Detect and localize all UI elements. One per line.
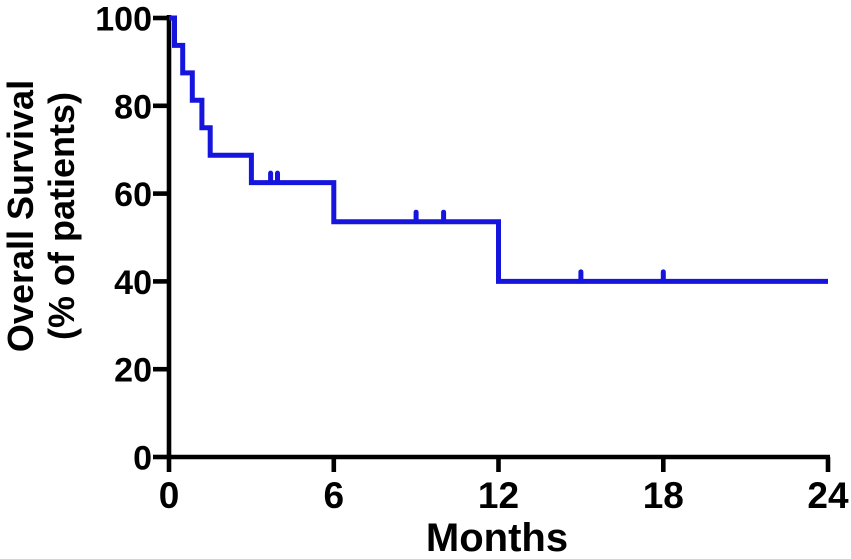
y-tick-label: 100 [95,1,152,39]
x-tick-label: 24 [807,475,849,516]
x-tick-label: 12 [478,475,519,516]
tick-label-group: 0 20 40 60 80 100 0 6 12 18 24 [95,1,849,517]
y-tick-label: 40 [114,264,152,302]
x-tick-label: 6 [324,475,345,516]
survival-curve-group [169,15,828,284]
axes-group [153,15,831,472]
y-tick-label: 60 [114,176,152,214]
y-tick-label: 20 [114,352,152,390]
x-tick-label: 0 [159,475,180,516]
y-axis-title-line1: Overall Survival [0,80,41,352]
y-axis-title-line2: (% of patients) [41,92,82,340]
y-tick-label: 80 [114,88,152,126]
y-tick-label: 0 [133,440,152,478]
x-tick-label: 18 [643,475,684,516]
survival-curve [169,15,828,284]
x-axis-title: Months [426,516,568,559]
